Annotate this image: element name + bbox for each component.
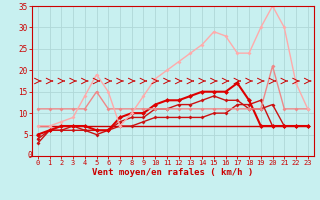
Text: 0: 0 — [28, 152, 32, 160]
X-axis label: Vent moyen/en rafales ( km/h ): Vent moyen/en rafales ( km/h ) — [92, 168, 253, 177]
